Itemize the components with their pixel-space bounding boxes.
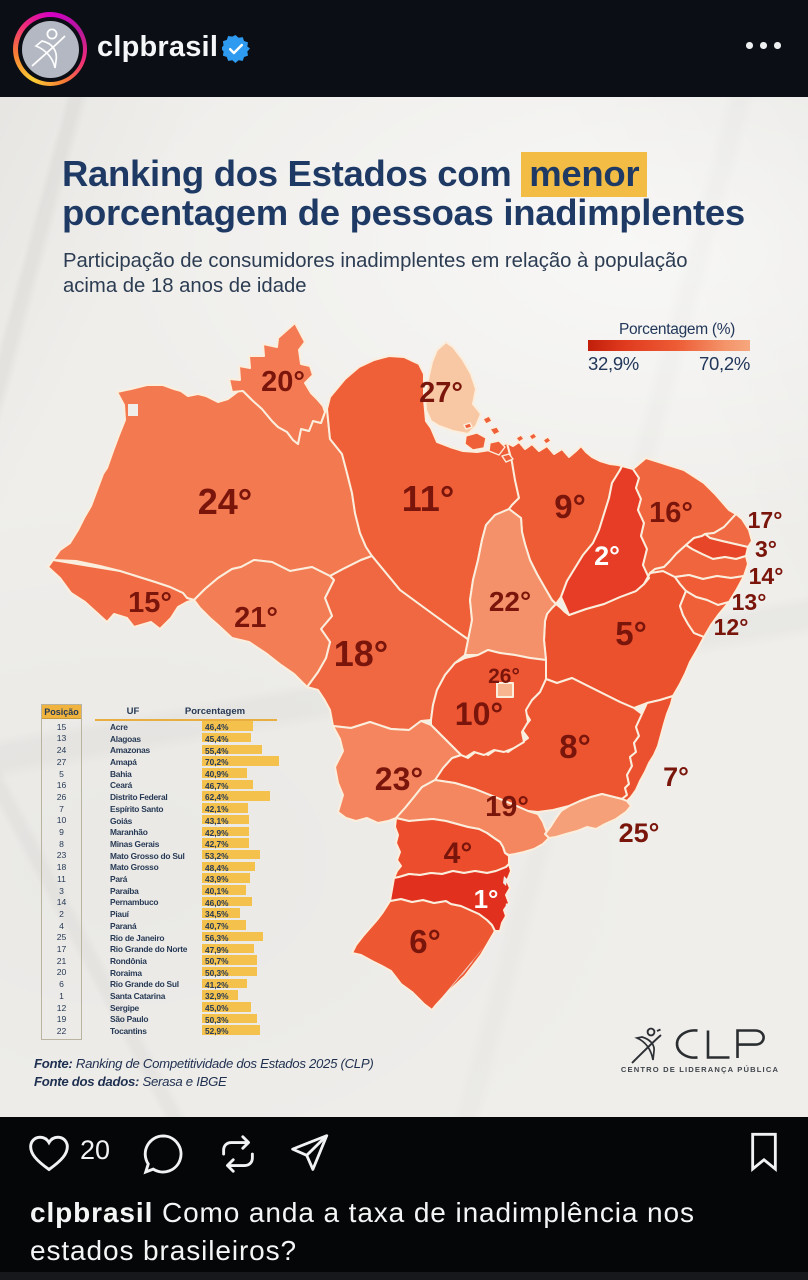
svg-text:14°: 14° <box>749 563 784 589</box>
svg-text:22°: 22° <box>489 586 531 617</box>
svg-text:1°: 1° <box>474 884 499 914</box>
svg-text:17°: 17° <box>748 507 783 533</box>
svg-text:24°: 24° <box>198 481 252 522</box>
svg-text:15°: 15° <box>128 587 172 619</box>
svg-text:20°: 20° <box>261 366 305 398</box>
svg-text:18°: 18° <box>334 633 388 674</box>
svg-text:3°: 3° <box>755 536 777 562</box>
svg-text:7°: 7° <box>663 762 689 792</box>
svg-text:4°: 4° <box>444 837 473 870</box>
svg-text:19°: 19° <box>485 791 529 823</box>
svg-text:6°: 6° <box>409 923 441 960</box>
svg-text:10°: 10° <box>455 696 503 732</box>
svg-text:26°: 26° <box>488 665 520 688</box>
svg-text:21°: 21° <box>234 602 278 634</box>
svg-text:9°: 9° <box>554 488 586 525</box>
svg-text:16°: 16° <box>649 497 693 529</box>
svg-text:2°: 2° <box>594 541 620 571</box>
svg-text:27°: 27° <box>419 377 463 409</box>
svg-text:23°: 23° <box>375 761 423 797</box>
svg-text:8°: 8° <box>559 728 591 765</box>
svg-text:12°: 12° <box>714 614 749 640</box>
svg-text:25°: 25° <box>619 818 660 848</box>
svg-text:11°: 11° <box>402 478 454 519</box>
svg-text:13°: 13° <box>732 589 767 615</box>
svg-text:5°: 5° <box>615 615 647 652</box>
